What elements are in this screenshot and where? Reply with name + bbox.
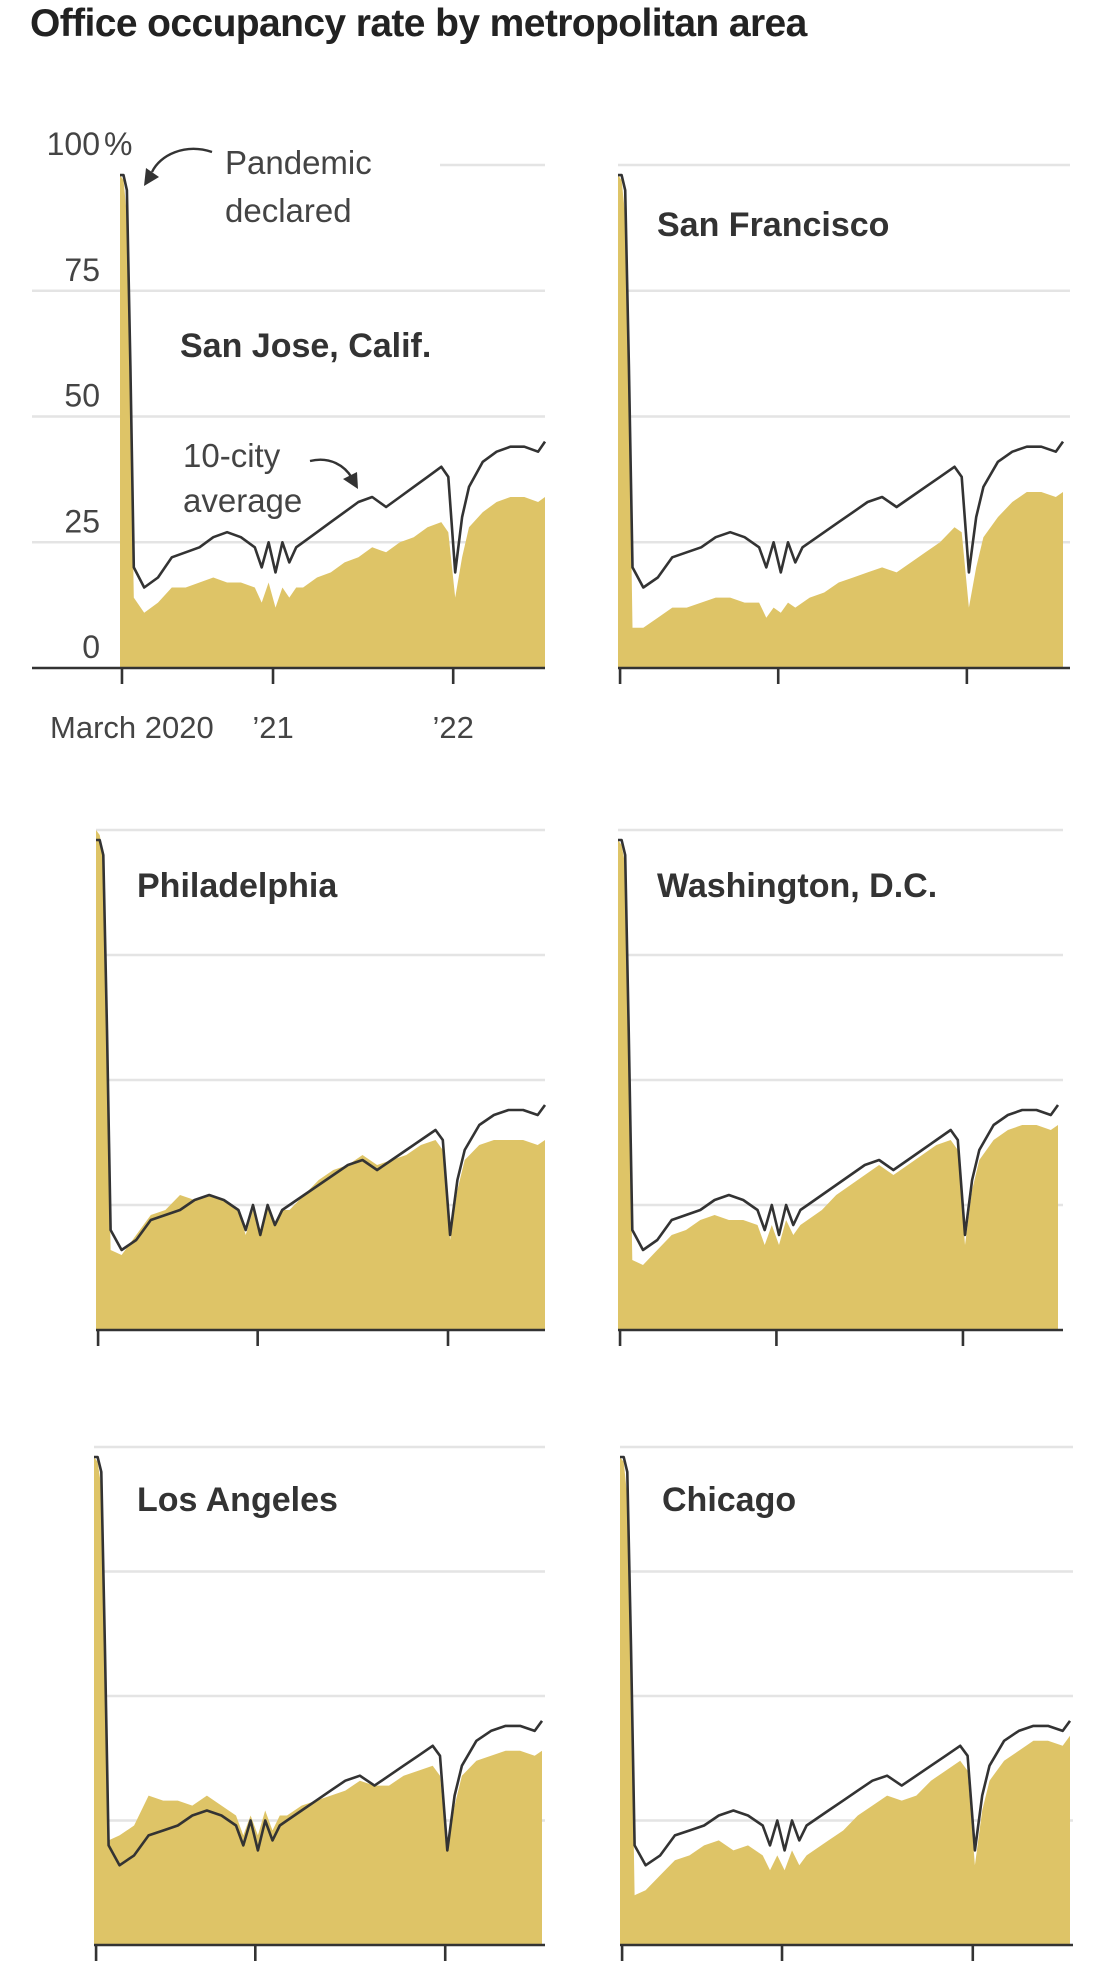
panel-6: Chicago bbox=[620, 1445, 1073, 1961]
panel-5: Los Angeles bbox=[94, 1445, 545, 1961]
average-line bbox=[120, 173, 547, 589]
city-label: Philadelphia bbox=[137, 867, 338, 905]
pandemic-arrow bbox=[150, 147, 213, 173]
metro-area-fill bbox=[96, 830, 545, 1330]
metro-area-fill bbox=[94, 1457, 542, 1945]
city-label: Washington, D.C. bbox=[657, 867, 937, 905]
y-tick-label: 25 bbox=[64, 503, 100, 539]
average-line bbox=[618, 173, 1065, 589]
y-tick-label: 0 bbox=[82, 629, 100, 665]
annotation-pandemic-line2: declared bbox=[225, 192, 352, 229]
metro-area-fill bbox=[120, 175, 545, 668]
panel-4: Washington, D.C. bbox=[618, 828, 1063, 1346]
city-label: Los Angeles bbox=[137, 1481, 338, 1519]
annotation-average-line2: average bbox=[183, 482, 302, 519]
x-tick-label: ’21 bbox=[252, 710, 293, 745]
panel-3: Philadelphia bbox=[96, 828, 547, 1346]
pandemic-arrowhead bbox=[144, 168, 159, 186]
city-label: San Jose, Calif. bbox=[180, 327, 431, 365]
average-line bbox=[96, 838, 547, 1252]
annotation-average-line1: 10-city bbox=[183, 437, 281, 474]
y-tick-label: 100 bbox=[47, 126, 100, 162]
average-line bbox=[620, 1455, 1072, 1867]
chart-title: Office occupancy rate by metropolitan ar… bbox=[30, 2, 807, 45]
average-line bbox=[94, 1455, 544, 1867]
average-arrowhead bbox=[343, 472, 358, 489]
average-line bbox=[618, 838, 1060, 1252]
y-tick-label: 50 bbox=[64, 378, 100, 414]
y-tick-label: 75 bbox=[64, 252, 100, 288]
city-label: Chicago bbox=[662, 1481, 796, 1519]
panel-1: San Jose, Calif. bbox=[32, 163, 547, 684]
average-arrow bbox=[309, 458, 354, 479]
x-tick-label: March 2020 bbox=[50, 710, 214, 745]
annotation-pandemic-line1: Pandemic bbox=[225, 144, 372, 181]
metro-area-fill bbox=[618, 840, 1058, 1330]
y-unit-label: % bbox=[104, 126, 132, 162]
metro-area-fill bbox=[618, 175, 1063, 668]
panel-2: San Francisco bbox=[618, 163, 1070, 684]
x-tick-label: ’22 bbox=[433, 710, 474, 745]
city-label: San Francisco bbox=[657, 206, 889, 244]
metro-area-fill bbox=[620, 1457, 1070, 1945]
